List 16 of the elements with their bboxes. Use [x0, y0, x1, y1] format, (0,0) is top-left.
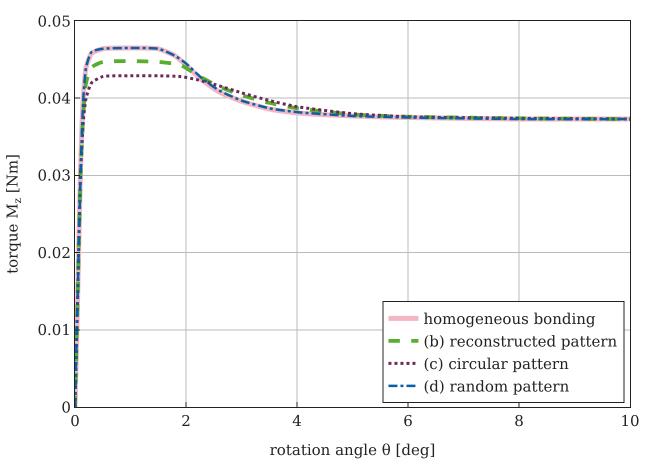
y-tick-label: 0.03	[37, 166, 71, 185]
y-tick-label: 0.04	[37, 89, 71, 108]
legend-label: (d) random pattern	[423, 378, 570, 396]
x-axis-title: rotation angle θ [deg]	[270, 441, 436, 460]
y-tick-label: 0	[61, 398, 71, 416]
x-tick-label: 4	[292, 412, 302, 430]
legend-label: homogeneous bonding	[423, 310, 596, 328]
y-tick-label: 0.02	[37, 244, 71, 262]
legend-label: (b) reconstructed pattern	[423, 332, 618, 351]
x-tick-label: 6	[403, 412, 413, 430]
legend-label: (c) circular pattern	[423, 355, 570, 374]
x-tick-label: 2	[181, 412, 191, 430]
x-tick-label: 8	[514, 412, 524, 430]
x-tick-label: 10	[620, 412, 640, 430]
y-tick-label: 0.05	[37, 12, 71, 30]
y-tick-label: 0.01	[37, 321, 71, 340]
